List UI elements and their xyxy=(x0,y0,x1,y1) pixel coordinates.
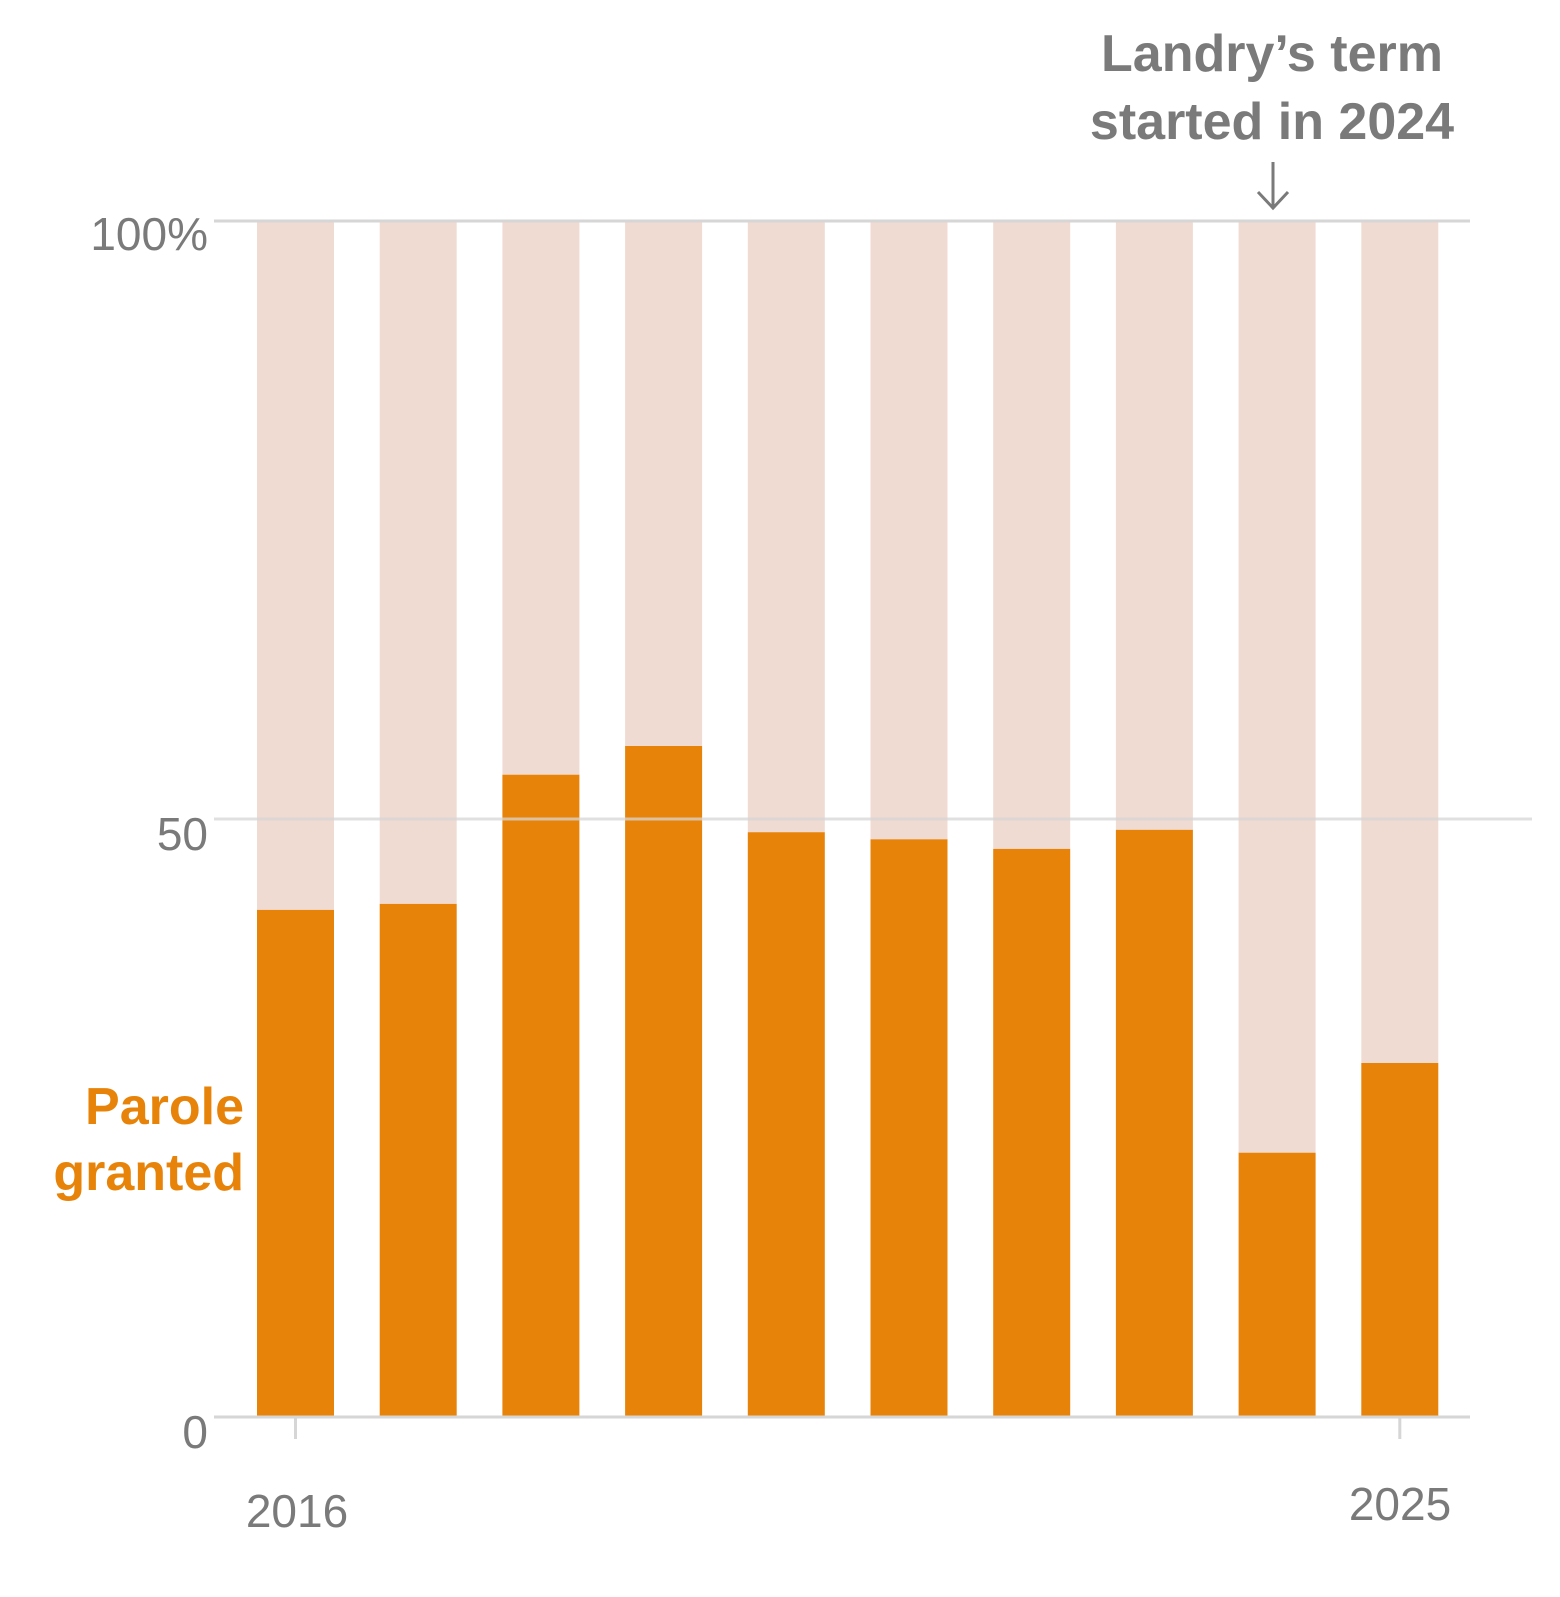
annotation-line-1: Landry’s term xyxy=(1101,25,1443,83)
y-tick-label-50: 50 xyxy=(157,808,208,860)
bar-granted-2019 xyxy=(625,746,703,1417)
grid-layer xyxy=(214,219,1532,1439)
series-label-parole: Parole xyxy=(85,1078,244,1136)
annotation-arrow-icon xyxy=(1256,162,1290,211)
bar-granted-2024 xyxy=(1238,1152,1316,1417)
y-tick-label-100: 100% xyxy=(90,208,208,260)
series-label-granted: granted xyxy=(53,1144,244,1202)
y-tick-label-0: 0 xyxy=(182,1406,208,1458)
bar-remainder-2020 xyxy=(747,221,825,833)
bar-granted-2022 xyxy=(993,848,1071,1417)
bar-remainder-2019 xyxy=(625,221,703,746)
bar-granted-2020 xyxy=(747,832,825,1417)
bar-granted-2023 xyxy=(1115,829,1193,1417)
bar-granted-2018 xyxy=(502,774,580,1417)
annotation-arrow-head xyxy=(1256,190,1290,211)
bar-remainder-2024 xyxy=(1238,221,1316,1153)
bar-remainder-2016 xyxy=(257,221,334,910)
bar-granted-2017 xyxy=(379,903,457,1417)
bars-layer xyxy=(257,221,1439,1417)
bar-granted-2021 xyxy=(870,839,948,1417)
bar-remainder-2021 xyxy=(870,221,948,840)
labels-layer: 100% 50 0 2016 2025 Parole granted Landr… xyxy=(53,25,1454,1537)
bar-remainder-2023 xyxy=(1115,221,1193,830)
bar-remainder-2017 xyxy=(379,221,457,904)
bar-granted-2025 xyxy=(1361,1063,1439,1417)
bar-remainder-2018 xyxy=(502,221,580,775)
bar-granted-2016 xyxy=(257,909,334,1417)
bar-remainder-2025 xyxy=(1361,221,1439,1063)
x-tick-label-2025: 2025 xyxy=(1349,1478,1451,1530)
x-tick-label-2016: 2016 xyxy=(246,1485,348,1537)
bar-remainder-2022 xyxy=(993,221,1071,849)
annotation-line-2: started in 2024 xyxy=(1090,93,1454,151)
